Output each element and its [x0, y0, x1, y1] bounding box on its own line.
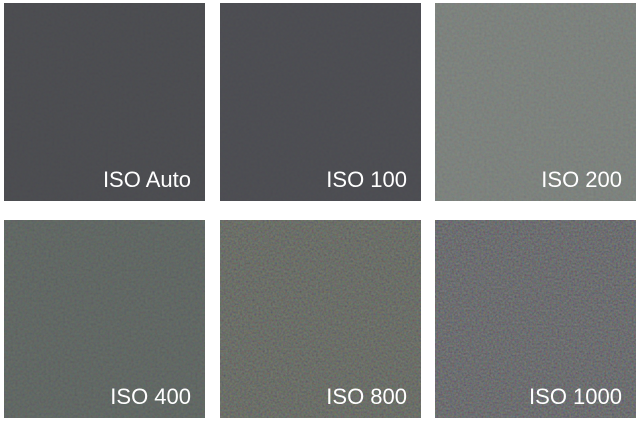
iso-label: ISO 400: [110, 384, 191, 409]
iso-label: ISO Auto: [102, 167, 191, 192]
noise-tone-layer: [435, 220, 636, 418]
iso-sample-tile: ISO 400: [4, 220, 205, 418]
noise-sample-image: [220, 220, 421, 418]
noise-sample-image: [4, 3, 205, 201]
noise-grain-layer: [220, 3, 421, 201]
iso-label: ISO 100: [326, 167, 407, 192]
noise-tone-layer: [220, 220, 421, 418]
noise-grain-layer: [435, 3, 636, 201]
iso-sample-tile: ISO Auto: [4, 3, 205, 201]
noise-tone-layer: [4, 3, 205, 201]
noise-tone-layer: [435, 3, 636, 201]
noise-grain-layer: [4, 220, 205, 418]
noise-sample-image: [435, 220, 636, 418]
noise-sample-image: [435, 3, 636, 201]
iso-sample-tile: ISO 1000: [435, 220, 636, 418]
iso-label: ISO 200: [541, 167, 622, 192]
iso-sample-tile: ISO 100: [220, 3, 421, 201]
noise-grain-layer: [220, 220, 421, 418]
noise-tone-layer: [4, 220, 205, 418]
noise-grain-layer: [4, 3, 205, 201]
noise-sample-image: [4, 220, 205, 418]
noise-sample-image: [220, 3, 421, 201]
noise-grain-layer: [435, 220, 636, 418]
noise-tone-layer: [220, 3, 421, 201]
iso-sample-tile: ISO 200: [435, 3, 636, 201]
iso-label: ISO 800: [326, 384, 407, 409]
iso-sample-tile: ISO 800: [220, 220, 421, 418]
iso-label: ISO 1000: [529, 384, 622, 409]
